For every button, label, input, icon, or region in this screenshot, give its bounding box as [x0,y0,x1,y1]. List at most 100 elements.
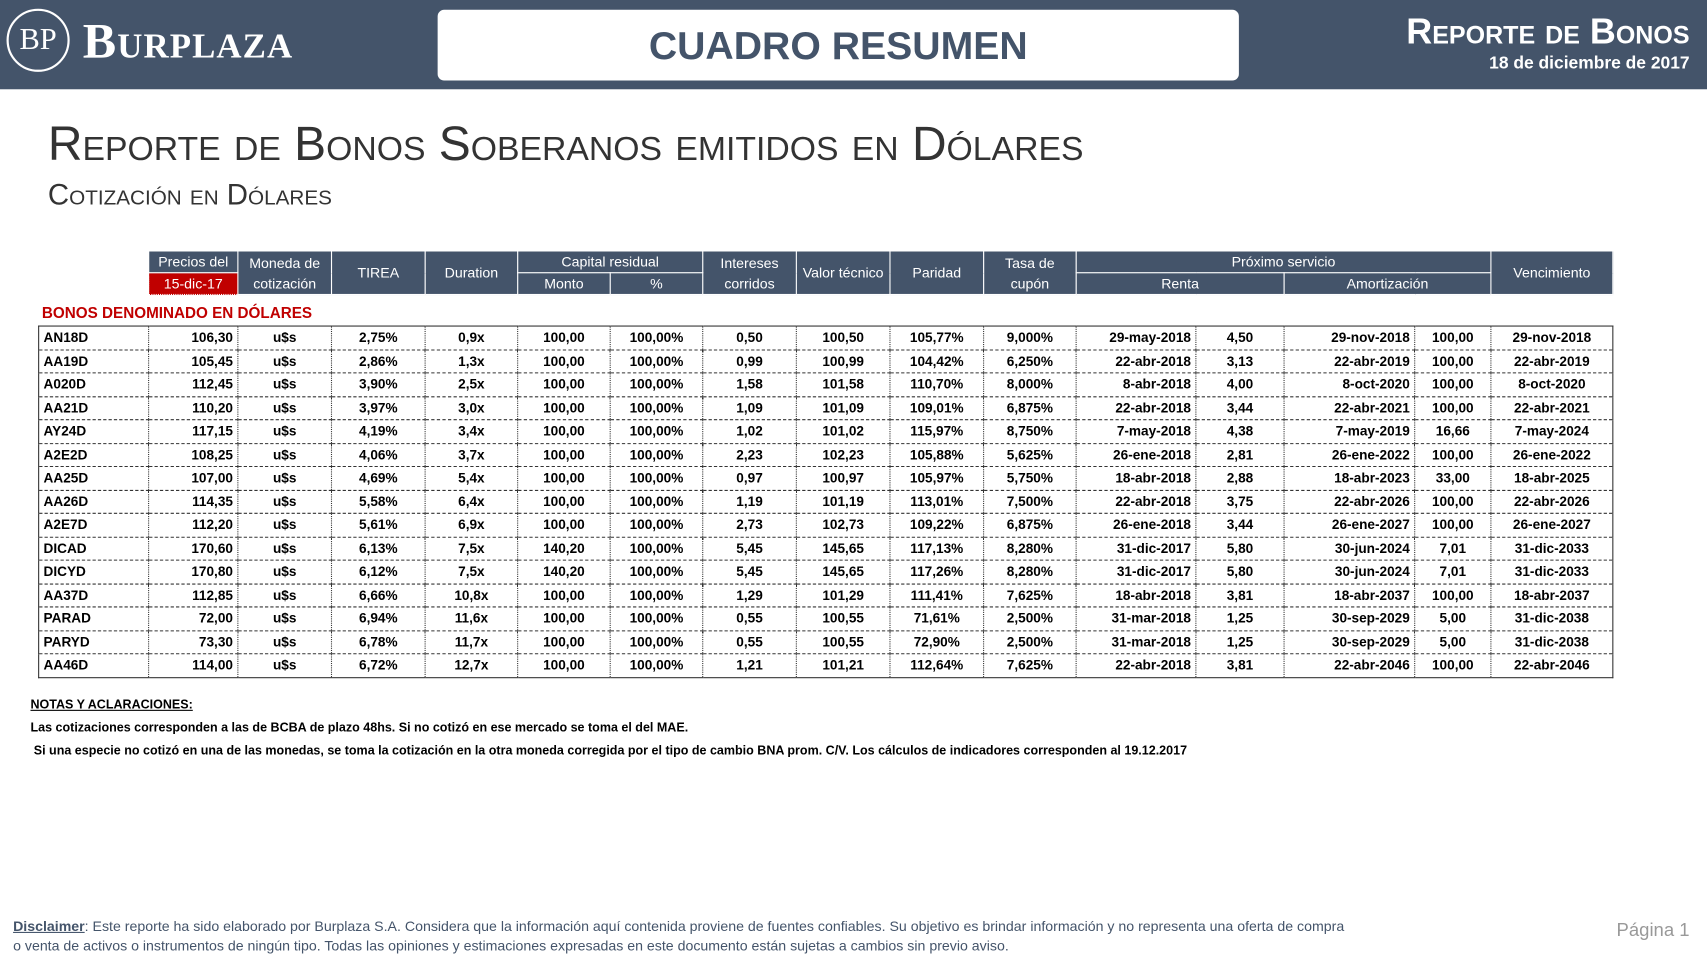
table-cell: AN18D [38,325,150,350]
table-cell: 105,88% [889,443,985,468]
table-cell: 22-abr-2046 [1490,653,1614,678]
table-cell: 100,00 [517,466,611,491]
table-cell: 7,01 [1414,560,1492,585]
table-cell: 145,65 [796,560,891,585]
table-cell: A2E7D [38,513,150,538]
table-cell: 18-abr-2018 [1076,583,1197,608]
table-cell: 31-mar-2018 [1076,630,1197,655]
table-cell: u$s [237,606,333,631]
table-cell: 22-abr-2018 [1076,349,1197,374]
table-cell: 1,25 [1195,606,1285,631]
table-cell: 113,01% [889,489,985,514]
table-cell: 33,00 [1414,466,1492,491]
table-cell: PARAD [38,606,150,631]
table-cell: 7,625% [983,653,1077,678]
table-cell: 2,81 [1195,443,1285,468]
table-cell: 5,00 [1414,630,1492,655]
note-line: Las cotizaciones corresponden a las de B… [30,721,689,735]
table-cell: DICAD [38,536,150,561]
table-cell: 3,4x [425,419,519,444]
table-cell: 100,00 [1414,489,1492,514]
table-cell: 26-ene-2018 [1076,443,1197,468]
table-cell: 100,00% [610,653,704,678]
table-cell: 100,00% [610,583,704,608]
table-cell: 140,20 [517,560,611,585]
table-cell: A2E2D [38,443,150,468]
table-cell: 100,00% [610,466,704,491]
header-cell: Monto [517,272,611,296]
table-cell: 26-ene-2027 [1490,513,1614,538]
table-cell: PARYD [38,630,150,655]
table-cell: 8-abr-2018 [1076,372,1197,397]
table-cell: 1,09 [702,396,797,421]
table-cell: 18-abr-2025 [1490,466,1614,491]
table-cell: 100,00% [610,630,704,655]
table-cell: 7,5x [425,536,519,561]
table-cell: 105,45 [148,349,239,374]
table-row: AA21D 110,20 u$s 3,97% 3,0x 100,00 100,00% 1,09… [38,396,1614,421]
table-cell: 18-abr-2037 [1490,583,1614,608]
header-bar: BP Burplaza CUADRO RESUMEN Reporte de Bon… [0,0,1707,90]
table-cell: 72,90% [889,630,985,655]
table-cell: 22-abr-2019 [1284,349,1416,374]
table-cell: u$s [237,419,333,444]
table-cell: 18-abr-2018 [1076,466,1197,491]
header-cell: Amortización [1283,272,1492,296]
table-cell: 100,00 [1414,349,1492,374]
table-cell: 100,00 [517,443,611,468]
table-cell: 30-jun-2024 [1284,536,1416,561]
table-cell: 6,66% [331,583,426,608]
table-cell: 3,81 [1195,583,1285,608]
table-cell: 6,4x [425,489,519,514]
table-cell: 8-oct-2020 [1490,372,1614,397]
table-cell: 30-jun-2024 [1284,560,1416,585]
table-cell: 31-dic-2033 [1490,560,1614,585]
table-cell: 4,69% [331,466,426,491]
table-cell: 5,750% [983,466,1077,491]
table-cell: 100,00% [610,513,704,538]
table-cell: 8-oct-2020 [1284,372,1416,397]
banner: CUADRO RESUMEN [437,9,1239,81]
table-cell: 111,41% [889,583,985,608]
table-cell: 100,00 [517,630,611,655]
table-cell: 100,00 [1414,325,1492,350]
table-cell: 6,94% [331,606,426,631]
table-cell: 7,01 [1414,536,1492,561]
table-cell: 2,23 [702,443,797,468]
table-cell: u$s [237,630,333,655]
table-cell: 31-dic-2017 [1076,536,1197,561]
table-cell: 5,58% [331,489,426,514]
table-cell: 1,19 [702,489,797,514]
table-cell: 6,13% [331,536,426,561]
table-cell: 26-ene-2018 [1076,513,1197,538]
table-cell: 3,44 [1195,513,1285,538]
table-row: A020D 112,45 u$s 3,90% 2,5x 100,00 100,00% 1,58… [38,372,1614,397]
table-cell: 105,77% [889,325,985,350]
table-cell: u$s [237,396,333,421]
table-cell: 0,97 [702,466,797,491]
table-cell: 100,00 [517,349,611,374]
table-cell: 100,00% [610,396,704,421]
table-cell: 22-abr-2021 [1490,396,1614,421]
table-cell: 6,875% [983,513,1077,538]
logo-text: Burplaza [82,12,294,69]
table-cell: 9,000% [983,325,1077,350]
table-row: A2E7D 112,20 u$s 5,61% 6,9x 100,00 100,00% 2,73… [38,513,1614,538]
table-cell: 5,45 [702,560,797,585]
table-cell: 22-abr-2026 [1284,489,1416,514]
table-cell: 100,00 [517,653,611,678]
disclaimer-text: : Este reporte ha sido elaborado por Bur… [13,917,1345,954]
table-cell: 6,72% [331,653,426,678]
table-cell: 18-abr-2023 [1284,466,1416,491]
table-cell: 100,00 [517,419,611,444]
table-cell: u$s [237,653,333,678]
table-row: A2E2D 108,25 u$s 4,06% 3,7x 100,00 100,00% 2,23… [38,443,1614,468]
table-cell: 101,09 [796,396,891,421]
disclaimer: Disclaimer: Este reporte ha sido elabora… [13,917,1352,956]
table-cell: AA25D [38,466,150,491]
table-cell: 100,00 [517,489,611,514]
table-cell: 117,13% [889,536,985,561]
table-cell: 73,30 [148,630,239,655]
page-number: Página 1 [1616,919,1690,941]
